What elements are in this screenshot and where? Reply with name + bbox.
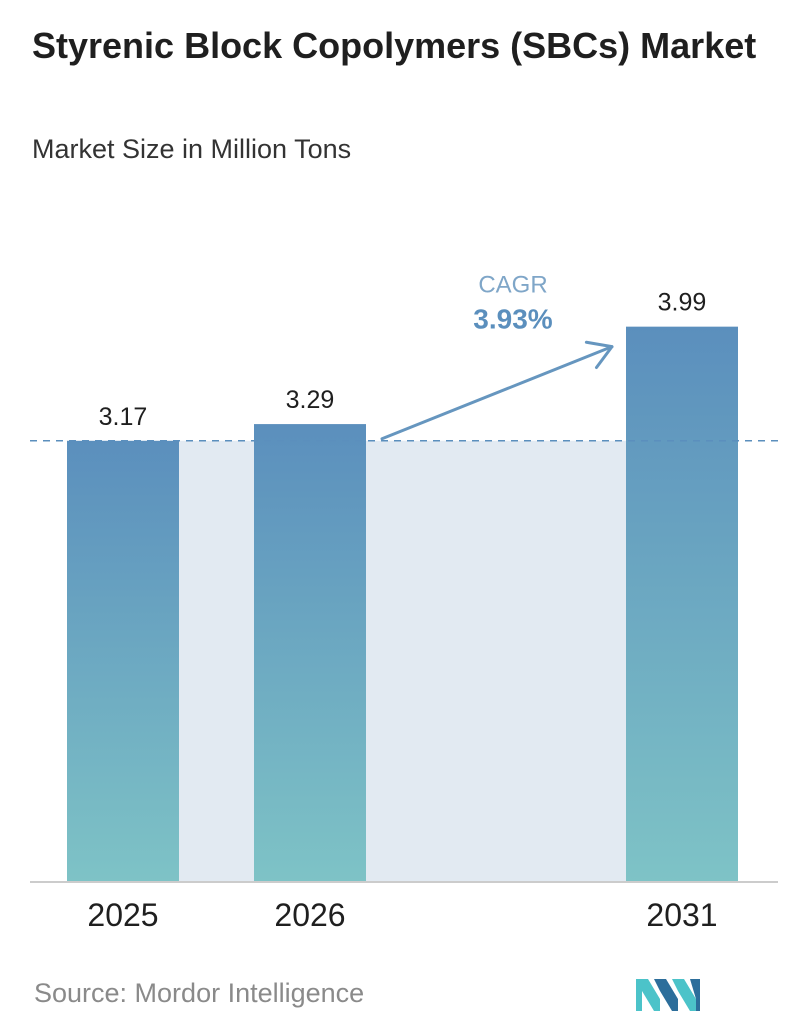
bar-2031 — [626, 326, 738, 883]
category-label-2026: 2026 — [274, 897, 345, 933]
category-label-2025: 2025 — [87, 897, 158, 933]
category-label-2031: 2031 — [646, 897, 717, 933]
cagr-value: 3.93% — [473, 304, 552, 335]
value-label-2026: 3.29 — [286, 386, 335, 414]
bar-chart: 3.17 2025 3.29 2026 3.99 2031 CAGR 3.93% — [30, 272, 778, 933]
chart-subtitle: Market Size in Million Tons — [32, 134, 352, 164]
source-text: Source: Mordor Intelligence — [34, 978, 365, 1008]
bar-2025 — [67, 440, 179, 882]
cagr-arrow-head — [584, 340, 614, 370]
value-label-2025: 3.17 — [99, 403, 148, 431]
cagr-label: CAGR — [478, 272, 547, 299]
reference-band — [179, 440, 626, 882]
bar-2026 — [254, 424, 366, 882]
value-label-2031: 3.99 — [658, 289, 707, 317]
chart-title: Styrenic Block Copolymers (SBCs) Market — [32, 25, 757, 66]
cagr-arrow — [380, 345, 614, 441]
mordor-intelligence-logo — [636, 979, 700, 1011]
